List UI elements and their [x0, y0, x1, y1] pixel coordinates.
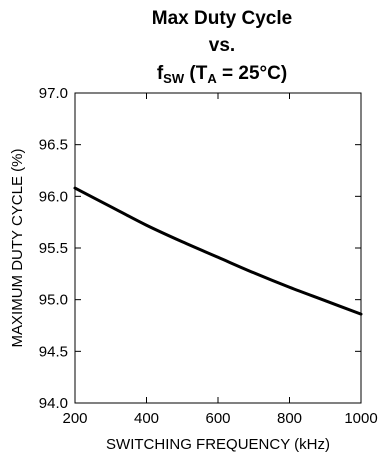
x-tick-label: 400 [134, 410, 159, 427]
chart-title-line1: Max Duty Cycle [152, 8, 292, 29]
y-tick-labels: 94.0 94.5 95.0 95.5 96.0 96.5 97.0 [39, 85, 68, 412]
y-tick-label: 96.5 [39, 137, 68, 154]
y-tick-label: 94.0 [39, 395, 68, 412]
x-tick-labels: 200 400 600 800 1000 [62, 410, 377, 427]
x-tick-label: 200 [62, 410, 87, 427]
x-axis-label: SWITCHING FREQUENCY (kHz) [106, 436, 330, 453]
y-tick-label: 96.0 [39, 188, 68, 205]
plot-frame [74, 92, 362, 404]
x-tick-label: 800 [277, 410, 302, 427]
series-line-max-duty [73, 186, 363, 316]
title-cond: = 25°C) [217, 63, 287, 84]
y-tick-label: 97.0 [39, 85, 68, 102]
y-tick-label: 94.5 [39, 343, 68, 360]
x-tick-label: 1000 [344, 410, 377, 427]
y-tick-label: 95.0 [39, 292, 68, 309]
chart-title-line3: fSW (TA = 25°C) [157, 63, 287, 86]
chart-title-line2: vs. [209, 35, 235, 56]
title-paren: (T [184, 63, 208, 84]
y-axis-label: MAXIMUM DUTY CYCLE (%) [9, 149, 26, 348]
ticks-group [75, 93, 361, 403]
title-f: f [157, 63, 164, 84]
x-tick-label: 600 [205, 410, 230, 427]
title-f-sub: SW [163, 71, 185, 86]
y-tick-label: 95.5 [39, 240, 68, 257]
title-t-sub: A [207, 71, 217, 86]
